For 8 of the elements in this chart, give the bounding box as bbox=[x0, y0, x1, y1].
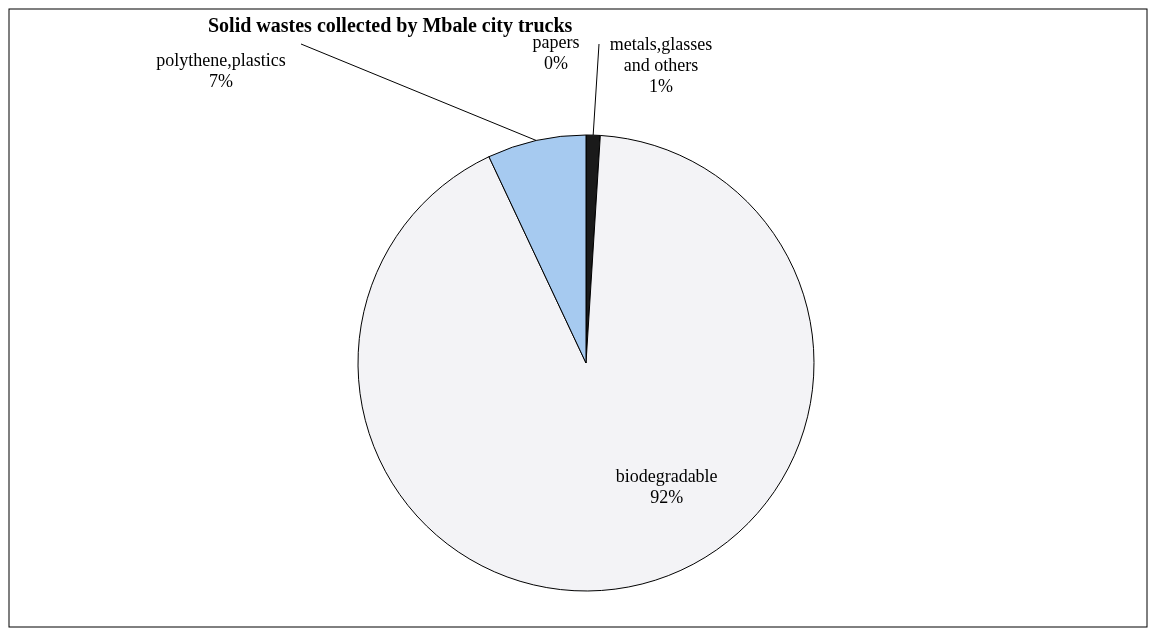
data-label: 1% bbox=[649, 76, 673, 96]
pie-slice bbox=[357, 134, 815, 592]
slice-label: biodegradable bbox=[615, 466, 718, 487]
data-label: 7% bbox=[209, 71, 233, 91]
slice-label: metals,glasses and others bbox=[609, 34, 713, 75]
data-label: 92% bbox=[650, 487, 684, 508]
text: 0% bbox=[544, 53, 568, 73]
slice-label: polythene,plastics bbox=[156, 50, 286, 70]
